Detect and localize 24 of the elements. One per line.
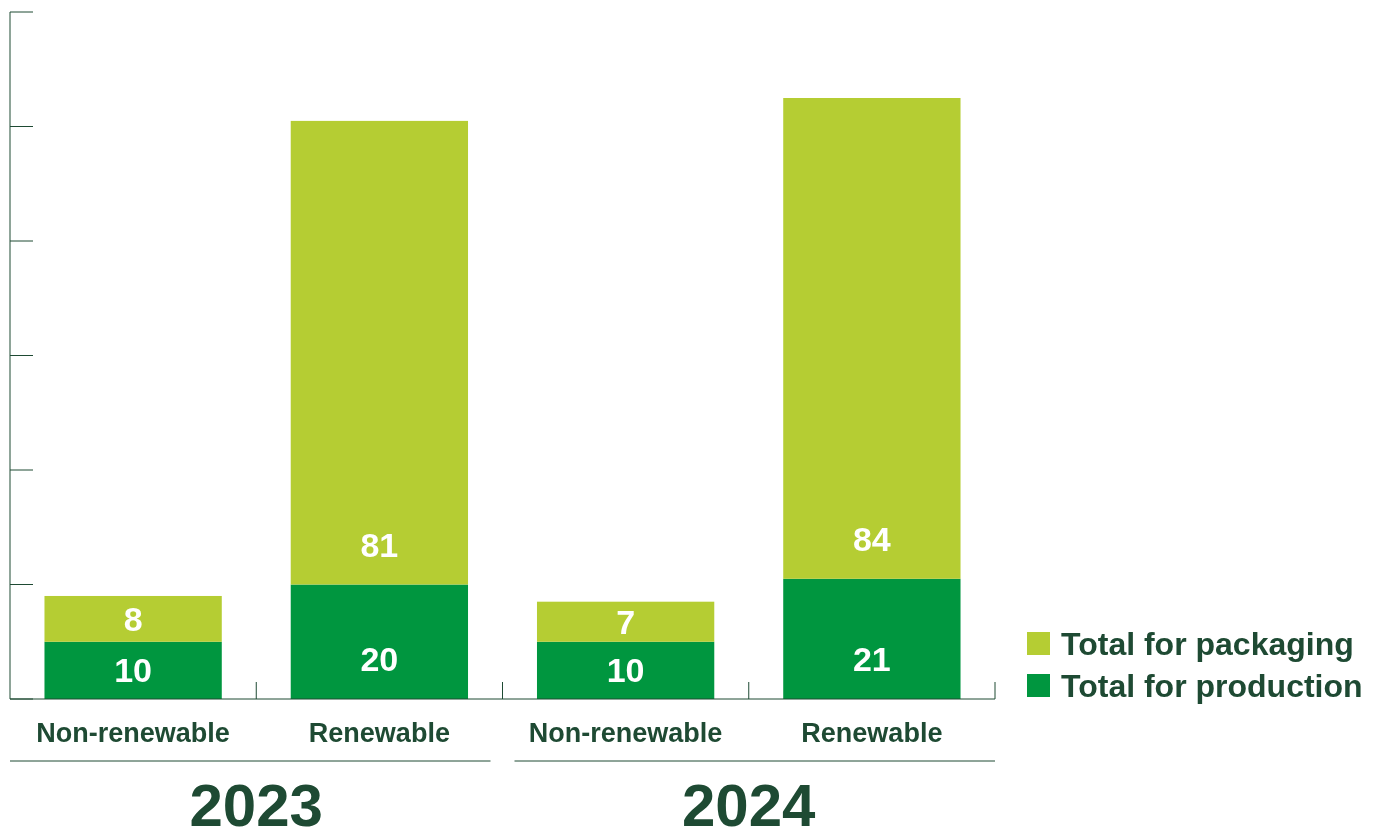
bar [290,584,469,699]
bar [44,595,222,642]
bar [290,120,469,585]
legend-label: Total for packaging [1061,626,1354,662]
data-label: 21 [852,640,891,678]
data-label: 81 [360,525,399,564]
bar [44,641,222,699]
legend-label: Total for production [1061,668,1363,704]
bar [783,578,961,699]
data-label: 8 [123,599,143,638]
data-label: 10 [114,651,153,690]
text: 2024 [682,772,817,833]
x-tick-label: Non-renewable [36,718,230,748]
bar [783,98,961,579]
data-label: 10 [606,651,645,690]
x-tick-label: Renewable [801,718,943,748]
data-label: 20 [360,640,399,678]
data-label: 84 [852,519,891,558]
bar [536,641,715,699]
data-label: 7 [616,602,636,641]
x-tick-label: Renewable [308,718,450,748]
x-tick-label: Non-renewable [528,718,723,748]
text: 2023 [189,772,323,833]
bar [536,601,715,642]
